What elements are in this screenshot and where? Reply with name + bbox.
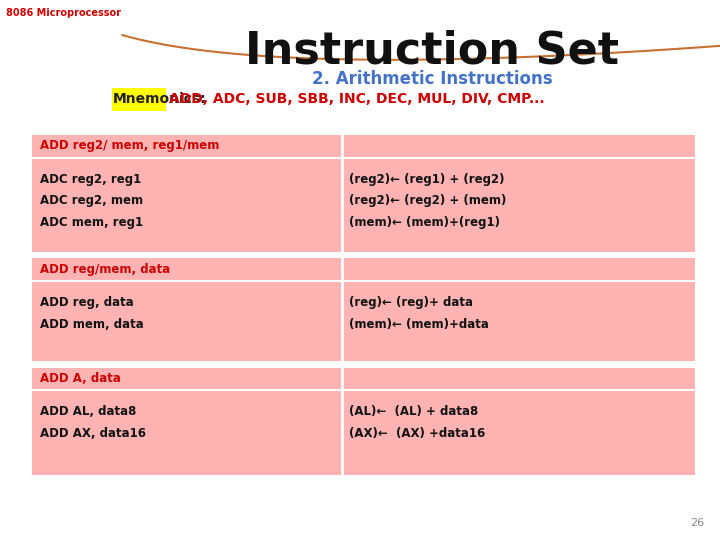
Text: Mnemonics:: Mnemonics: bbox=[112, 92, 206, 106]
Text: ADD, ADC, SUB, SBB, INC, DEC, MUL, DIV, CMP...: ADD, ADC, SUB, SBB, INC, DEC, MUL, DIV, … bbox=[169, 92, 545, 106]
Text: 2. Arithmetic Instructions: 2. Arithmetic Instructions bbox=[312, 70, 552, 88]
FancyBboxPatch shape bbox=[32, 258, 695, 361]
Text: ADD A, data: ADD A, data bbox=[40, 372, 120, 385]
Text: (reg2)← (reg1) + (reg2): (reg2)← (reg1) + (reg2) bbox=[349, 173, 505, 186]
Text: (reg)← (reg)+ data: (reg)← (reg)+ data bbox=[349, 296, 473, 309]
Text: 26: 26 bbox=[690, 518, 704, 528]
Text: ADD mem, data: ADD mem, data bbox=[40, 318, 143, 331]
FancyBboxPatch shape bbox=[112, 88, 166, 111]
Text: ADC reg2, reg1: ADC reg2, reg1 bbox=[40, 173, 141, 186]
Text: ADD reg, data: ADD reg, data bbox=[40, 296, 133, 309]
Text: (AL)←  (AL) + data8: (AL)← (AL) + data8 bbox=[349, 406, 479, 419]
Text: Instruction Set: Instruction Set bbox=[245, 30, 619, 73]
Text: (AX)←  (AX) +data16: (AX)← (AX) +data16 bbox=[349, 427, 485, 440]
Text: 8086 Microprocessor: 8086 Microprocessor bbox=[6, 8, 121, 18]
Text: ADD reg2/ mem, reg1/mem: ADD reg2/ mem, reg1/mem bbox=[40, 139, 219, 152]
Text: (mem)← (mem)+data: (mem)← (mem)+data bbox=[349, 318, 489, 331]
FancyBboxPatch shape bbox=[32, 368, 695, 475]
Text: (mem)← (mem)+(reg1): (mem)← (mem)+(reg1) bbox=[349, 216, 500, 229]
Text: ADD AX, data16: ADD AX, data16 bbox=[40, 427, 145, 440]
Text: ADC reg2, mem: ADC reg2, mem bbox=[40, 194, 143, 207]
Text: ADC mem, reg1: ADC mem, reg1 bbox=[40, 216, 143, 229]
Text: (reg2)← (reg2) + (mem): (reg2)← (reg2) + (mem) bbox=[349, 194, 507, 207]
Text: ADD AL, data8: ADD AL, data8 bbox=[40, 406, 136, 419]
FancyBboxPatch shape bbox=[32, 135, 695, 252]
Text: ADD reg/mem, data: ADD reg/mem, data bbox=[40, 262, 170, 276]
